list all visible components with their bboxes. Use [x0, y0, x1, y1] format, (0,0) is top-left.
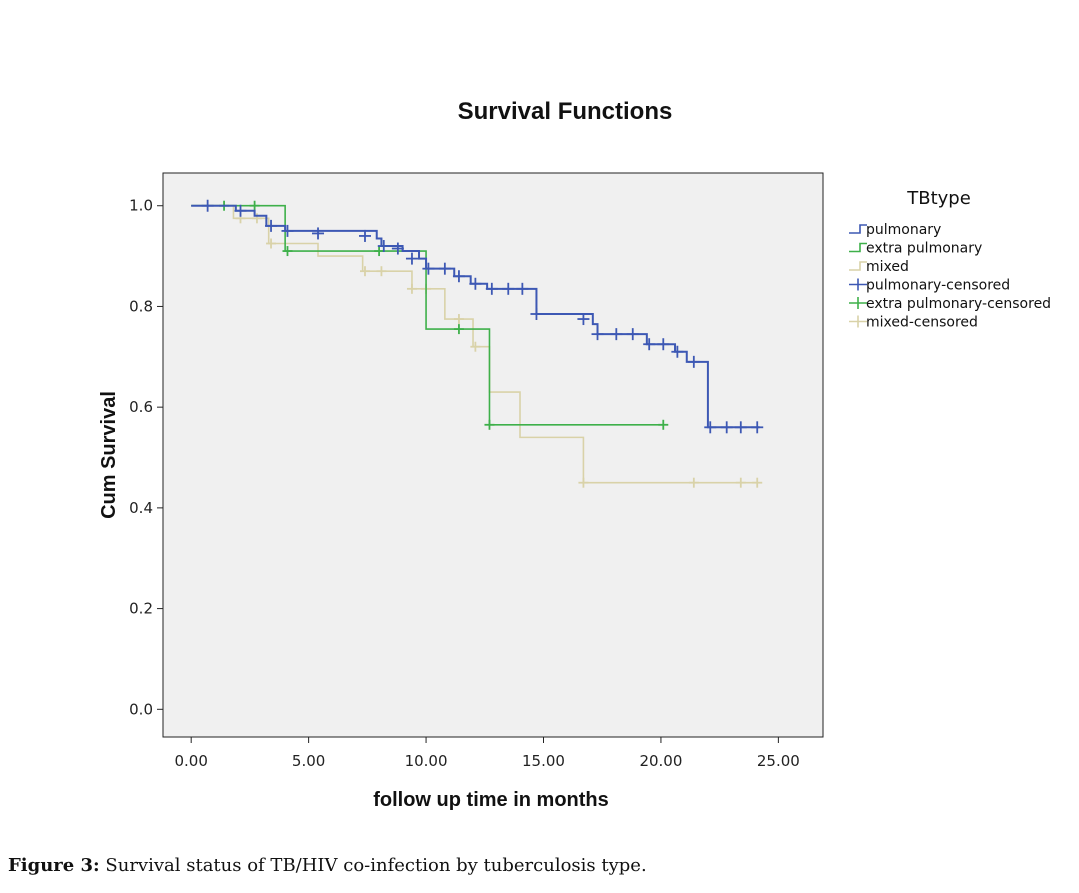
survival-line-extra-pulmonary	[191, 204, 664, 426]
figure-caption: Figure 3: Survival status of TB/HIV co-i…	[8, 855, 647, 876]
legend-swatch	[849, 224, 867, 234]
censor-mark-pulmonary	[516, 282, 529, 295]
axes: 0.00 5.00 10.00 15.00 20.00 25.00 0.0 0.2 0.4 0.6…	[129, 197, 800, 770]
x-axis-label: follow up time in months	[373, 789, 609, 811]
legend-item: pulmonary-censored	[849, 278, 1010, 294]
censor-mark-pulmonary	[485, 282, 498, 295]
legend-swatch	[849, 242, 867, 253]
censor-mark-mixed	[578, 477, 589, 488]
legend-title: TBtype	[906, 188, 971, 209]
plot-area	[162, 172, 824, 738]
censor-mark-pulmonary	[704, 421, 717, 434]
y-tick-label: 0.0	[129, 700, 153, 718]
censor-mark-pulmonary	[751, 421, 764, 434]
y-tick-label: 0.4	[129, 499, 153, 517]
x-tick-label: 15.00	[522, 752, 565, 770]
y-tick-label: 1.0	[129, 197, 153, 215]
series-pulmonary	[191, 199, 764, 434]
legend-label: pulmonary	[866, 222, 941, 238]
censor-mark-mixed	[376, 266, 387, 277]
censor-mark-extra-pulmonary	[282, 246, 293, 257]
legend-item: pulmonary	[849, 222, 941, 238]
censor-mark-mixed	[453, 314, 464, 325]
censor-mark-pulmonary	[530, 308, 543, 320]
chart-title: Survival Functions	[458, 98, 673, 125]
censor-mark-pulmonary	[643, 338, 656, 351]
legend-label: pulmonary-censored	[866, 278, 1010, 294]
censor-mark-pulmonary	[577, 313, 590, 326]
x-tick-label: 20.00	[639, 752, 682, 770]
legend-label: extra pulmonary-censored	[866, 296, 1051, 312]
censor-mark-pulmonary	[626, 328, 639, 341]
censor-mark-pulmonary	[687, 355, 700, 368]
censor-mark-pulmonary	[720, 421, 733, 434]
censor-mark-pulmonary	[358, 229, 371, 242]
censor-mark-mixed	[735, 477, 746, 488]
censor-mark-pulmonary	[591, 328, 604, 341]
censor-mark-extra-pulmonary	[374, 246, 385, 257]
x-tick-label: 25.00	[757, 752, 800, 770]
censor-mark-pulmonary	[438, 262, 451, 275]
censor-mark-pulmonary	[281, 224, 294, 237]
censor-mark-pulmonary	[377, 240, 390, 253]
legend-label: mixed-censored	[866, 315, 978, 331]
censor-mark-pulmonary	[610, 328, 623, 341]
y-tick-label: 0.8	[129, 297, 153, 315]
censor-mark-pulmonary	[502, 282, 515, 295]
censor-mark-pulmonary	[312, 227, 325, 240]
y-tick-label: 0.2	[129, 600, 153, 618]
censor-mark-pulmonary	[452, 270, 465, 283]
legend-item: mixed	[849, 259, 909, 275]
censor-mark-pulmonary	[469, 277, 482, 290]
censor-mark-pulmonary	[234, 204, 247, 217]
legend-label: extra pulmonary	[866, 241, 982, 257]
censor-mark-mixed	[752, 477, 763, 488]
censor-mark-extra-pulmonary	[453, 324, 464, 335]
censor-mark-extra-pulmonary	[484, 419, 495, 430]
censor-mark-mixed	[470, 341, 481, 352]
caption-text: Survival status of TB/HIV co-infection b…	[99, 855, 647, 876]
censor-mark-pulmonary	[734, 421, 747, 434]
censor-mark-mixed	[688, 477, 699, 488]
x-tick-label: 0.00	[174, 752, 207, 770]
x-tick-label: 10.00	[405, 752, 448, 770]
censor-mark-pulmonary	[201, 199, 214, 212]
censor-mark-pulmonary	[265, 219, 278, 232]
legend-item: mixed-censored	[849, 315, 978, 331]
series-layer	[191, 199, 764, 488]
censor-mark-pulmonary	[391, 242, 404, 255]
censor-mark-pulmonary	[422, 262, 435, 275]
legend: pulmonary extra pulmonary mixed pulmonary-c…	[849, 222, 1051, 331]
censor-mark-mixed	[406, 283, 417, 294]
legend-label: mixed	[866, 259, 909, 275]
censor-mark-pulmonary	[657, 338, 670, 351]
x-tick-label: 5.00	[292, 752, 325, 770]
censor-mark-extra-pulmonary	[658, 419, 669, 430]
legend-item: extra pulmonary	[849, 241, 982, 257]
caption-label: Figure 3:	[8, 855, 100, 876]
censor-mark-mixed	[359, 266, 370, 277]
censor-mark-pulmonary	[671, 345, 684, 358]
censor-mark-extra-pulmonary	[249, 200, 260, 211]
legend-swatch	[849, 261, 867, 271]
censor-mark-pulmonary	[405, 252, 418, 265]
y-tick-label: 0.6	[129, 398, 153, 416]
y-axis-label: Cum Survival	[98, 391, 120, 519]
legend-item: extra pulmonary-censored	[849, 296, 1051, 312]
censor-mark-mixed	[266, 238, 277, 249]
